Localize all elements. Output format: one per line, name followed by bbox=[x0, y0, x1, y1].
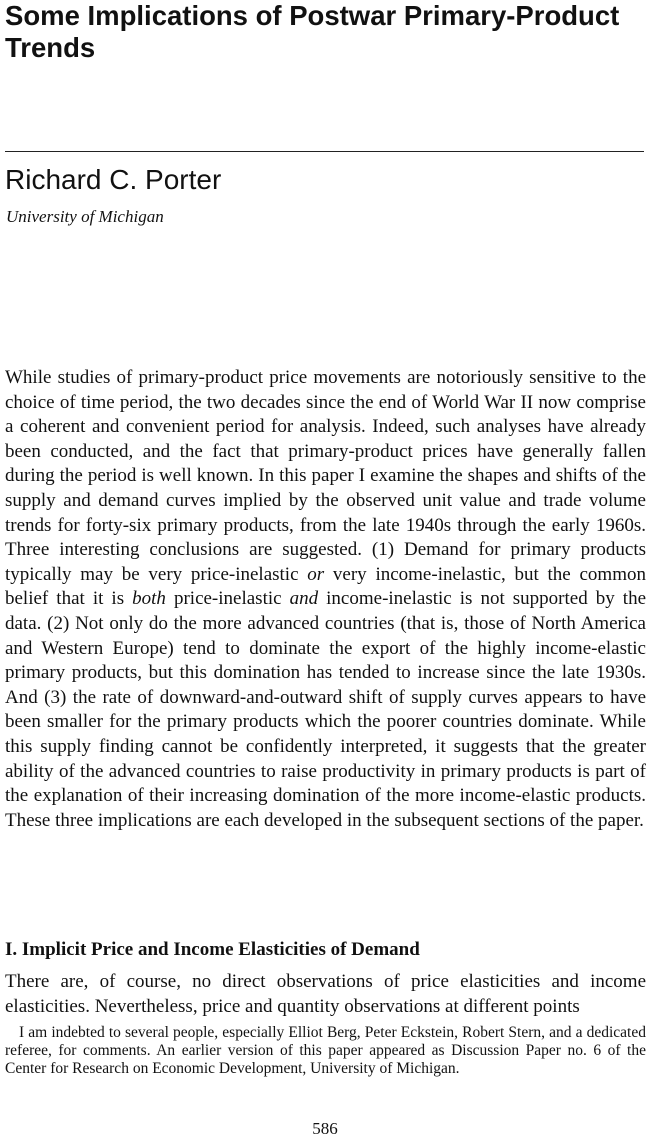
abstract-emphasis-both: both bbox=[132, 588, 166, 610]
abstract-text-1: While studies of primary-product price m… bbox=[5, 367, 646, 585]
section-heading: I. Implicit Price and Income Elasticitie… bbox=[5, 939, 420, 960]
author-name: Richard C. Porter bbox=[5, 164, 222, 195]
abstract-emphasis-or: or bbox=[307, 563, 325, 585]
page-number: 586 bbox=[312, 1119, 338, 1138]
abstract-text-4: income-inelastic is not supported by the… bbox=[5, 588, 646, 831]
acknowledgement-footnote: I am indebted to several people, especia… bbox=[5, 1024, 646, 1077]
title-rule bbox=[5, 151, 644, 152]
author-affiliation: University of Michigan bbox=[6, 207, 164, 226]
abstract-emphasis-and: and bbox=[289, 588, 319, 610]
abstract-text-3: price-inelastic bbox=[165, 588, 290, 610]
abstract-text-2: very income-inelastic, but the common be… bbox=[5, 563, 646, 610]
section-intro-text: There are, of course, no direct observat… bbox=[5, 971, 646, 1017]
paper-title: Some Implications of Postwar Primary-Pro… bbox=[5, 0, 620, 63]
abstract-paragraph: While studies of primary-product price m… bbox=[5, 366, 646, 833]
